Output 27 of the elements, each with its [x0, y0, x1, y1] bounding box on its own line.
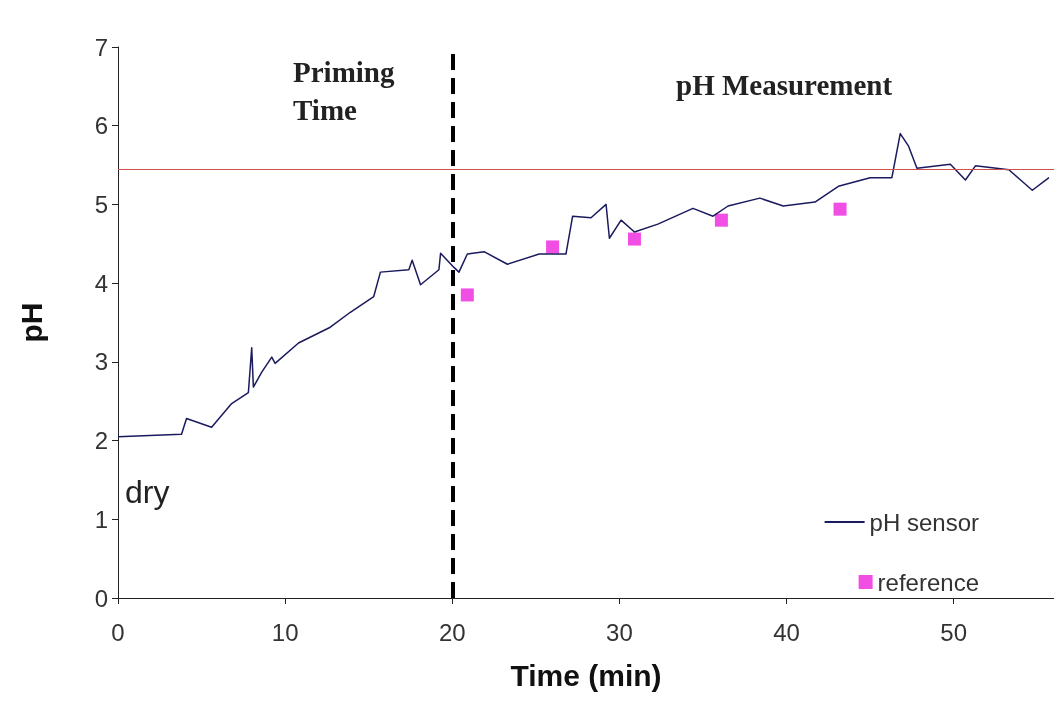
x-tick-label: 10: [271, 618, 299, 646]
legend-label: pH sensor: [869, 508, 980, 536]
x-tick-label: 30: [606, 618, 633, 646]
y-tick-label: 5: [94, 190, 108, 218]
point: [546, 240, 560, 254]
x-tick-label: 20: [438, 618, 466, 646]
annotation: Priming Time: [293, 56, 395, 126]
point: [833, 202, 847, 216]
annotation: dry: [125, 474, 170, 510]
line-series: [117, 132, 1050, 438]
x-axis-title: Time (min): [510, 658, 662, 692]
y-tick-label: 7: [94, 33, 108, 61]
y-tick-label: 0: [94, 584, 108, 612]
x-tick-label: 0: [111, 618, 125, 646]
y-tick-label: 6: [94, 112, 108, 140]
y-tick-label: 2: [94, 427, 108, 455]
point: [627, 232, 641, 246]
annotation: pH Measurement: [676, 69, 893, 101]
y-tick-label: 3: [94, 348, 108, 376]
y-axis-title: pH: [14, 302, 48, 343]
x-tick-label: 40: [773, 618, 800, 646]
y-tick-label: 4: [94, 269, 108, 297]
point: [460, 288, 474, 302]
y-tick-label: 1: [94, 505, 108, 533]
x-tick-label: 50: [940, 618, 968, 646]
point: [714, 213, 728, 227]
legend-label: reference: [877, 568, 979, 596]
